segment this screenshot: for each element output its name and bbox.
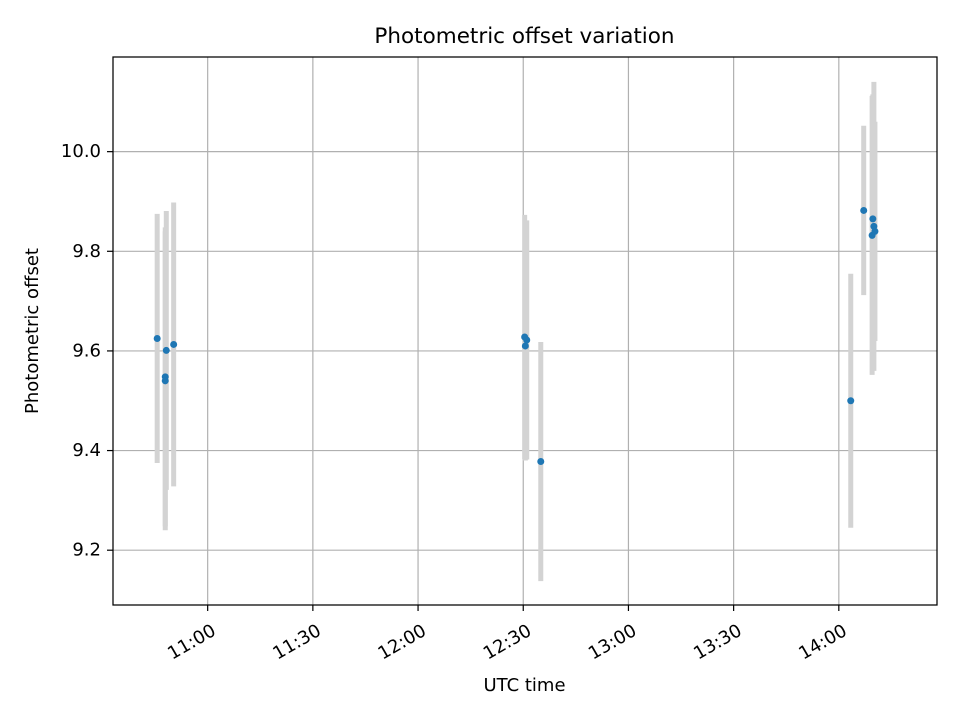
chart-title: Photometric offset variation [374,24,674,49]
data-points [153,206,879,466]
x-axis-label: UTC time [483,675,565,696]
y-tick-label: 10.0 [61,141,101,162]
data-point [537,458,545,466]
y-tick-label: 9.6 [72,340,101,361]
data-point [860,206,868,214]
data-point [871,227,879,235]
data-point [847,397,855,405]
y-tick-label: 9.4 [72,440,101,461]
y-tick-label: 9.2 [72,540,101,561]
data-point [170,340,178,348]
data-point [162,346,170,354]
y-axis-label: Photometric offset [22,248,43,414]
data-point [153,334,161,342]
data-point [869,215,877,223]
y-tick-label: 9.8 [72,241,101,262]
data-point [521,342,529,350]
plot-frame [112,56,938,606]
data-point [523,336,531,344]
data-point [161,377,169,385]
